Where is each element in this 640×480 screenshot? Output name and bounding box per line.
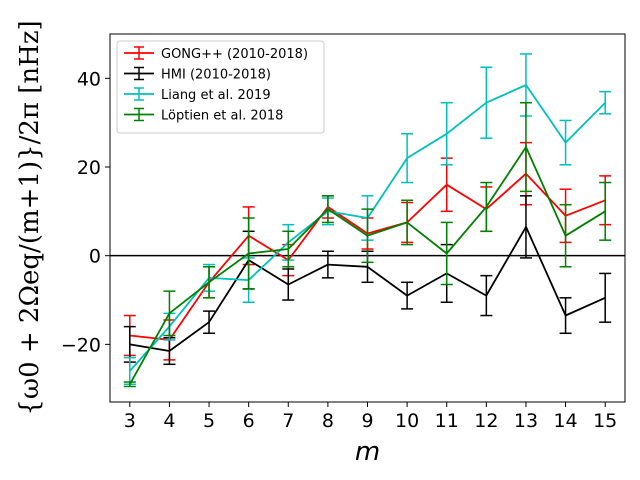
legend-label: Löptien et al. 2018 [161, 109, 283, 124]
legend-entry-3: Löptien et al. 2018 [124, 107, 283, 124]
x-tick-label: 7 [282, 410, 294, 432]
series-line [129, 225, 606, 352]
x-tick-label: 8 [322, 410, 334, 432]
x-tick-label: 9 [361, 410, 373, 432]
legend-entry-2: Liang et al. 2019 [124, 87, 271, 103]
x-tick-label: 4 [163, 410, 175, 432]
x-tick-label: 11 [435, 410, 459, 432]
legend-label: GONG++ (2010-2018) [161, 47, 308, 62]
x-tick-label: 14 [553, 410, 577, 432]
x-tick-label: 12 [474, 410, 498, 432]
legend-entry-0: GONG++ (2010-2018) [124, 46, 308, 62]
x-axis-label: m [355, 437, 380, 467]
x-tick-label: 3 [124, 410, 136, 432]
x-tick-label: 13 [514, 410, 538, 432]
y-tick-label: 0 [89, 246, 101, 268]
legend-label: HMI (2010-2018) [161, 68, 271, 83]
y-tick-label: 40 [77, 68, 101, 90]
series-line [129, 146, 606, 385]
x-tick-label: 10 [395, 410, 419, 432]
series-3 [123, 101, 612, 388]
y-tick-label: 20 [77, 157, 101, 179]
legend-entry-1: HMI (2010-2018) [124, 66, 271, 83]
series-layer [123, 53, 612, 388]
y-tick-label: −20 [61, 334, 101, 356]
ticks-layer: 3 4 5 6 7 8 9 10 11 12 13 14 15 −20 0 20 40 [61, 68, 617, 432]
legend-label: Liang et al. 2019 [161, 88, 271, 103]
x-tick-label: 15 [593, 410, 617, 432]
y-axis-label: {ω0 + 2Ωeq/(m+1)}/2π [nHz] [15, 20, 45, 415]
legend-box [116, 40, 325, 134]
x-tick-label: 5 [203, 410, 215, 432]
x-tick-label: 6 [243, 410, 255, 432]
legend: GONG++ (2010-2018) HMI (2010-2018) Liang e… [116, 40, 325, 134]
